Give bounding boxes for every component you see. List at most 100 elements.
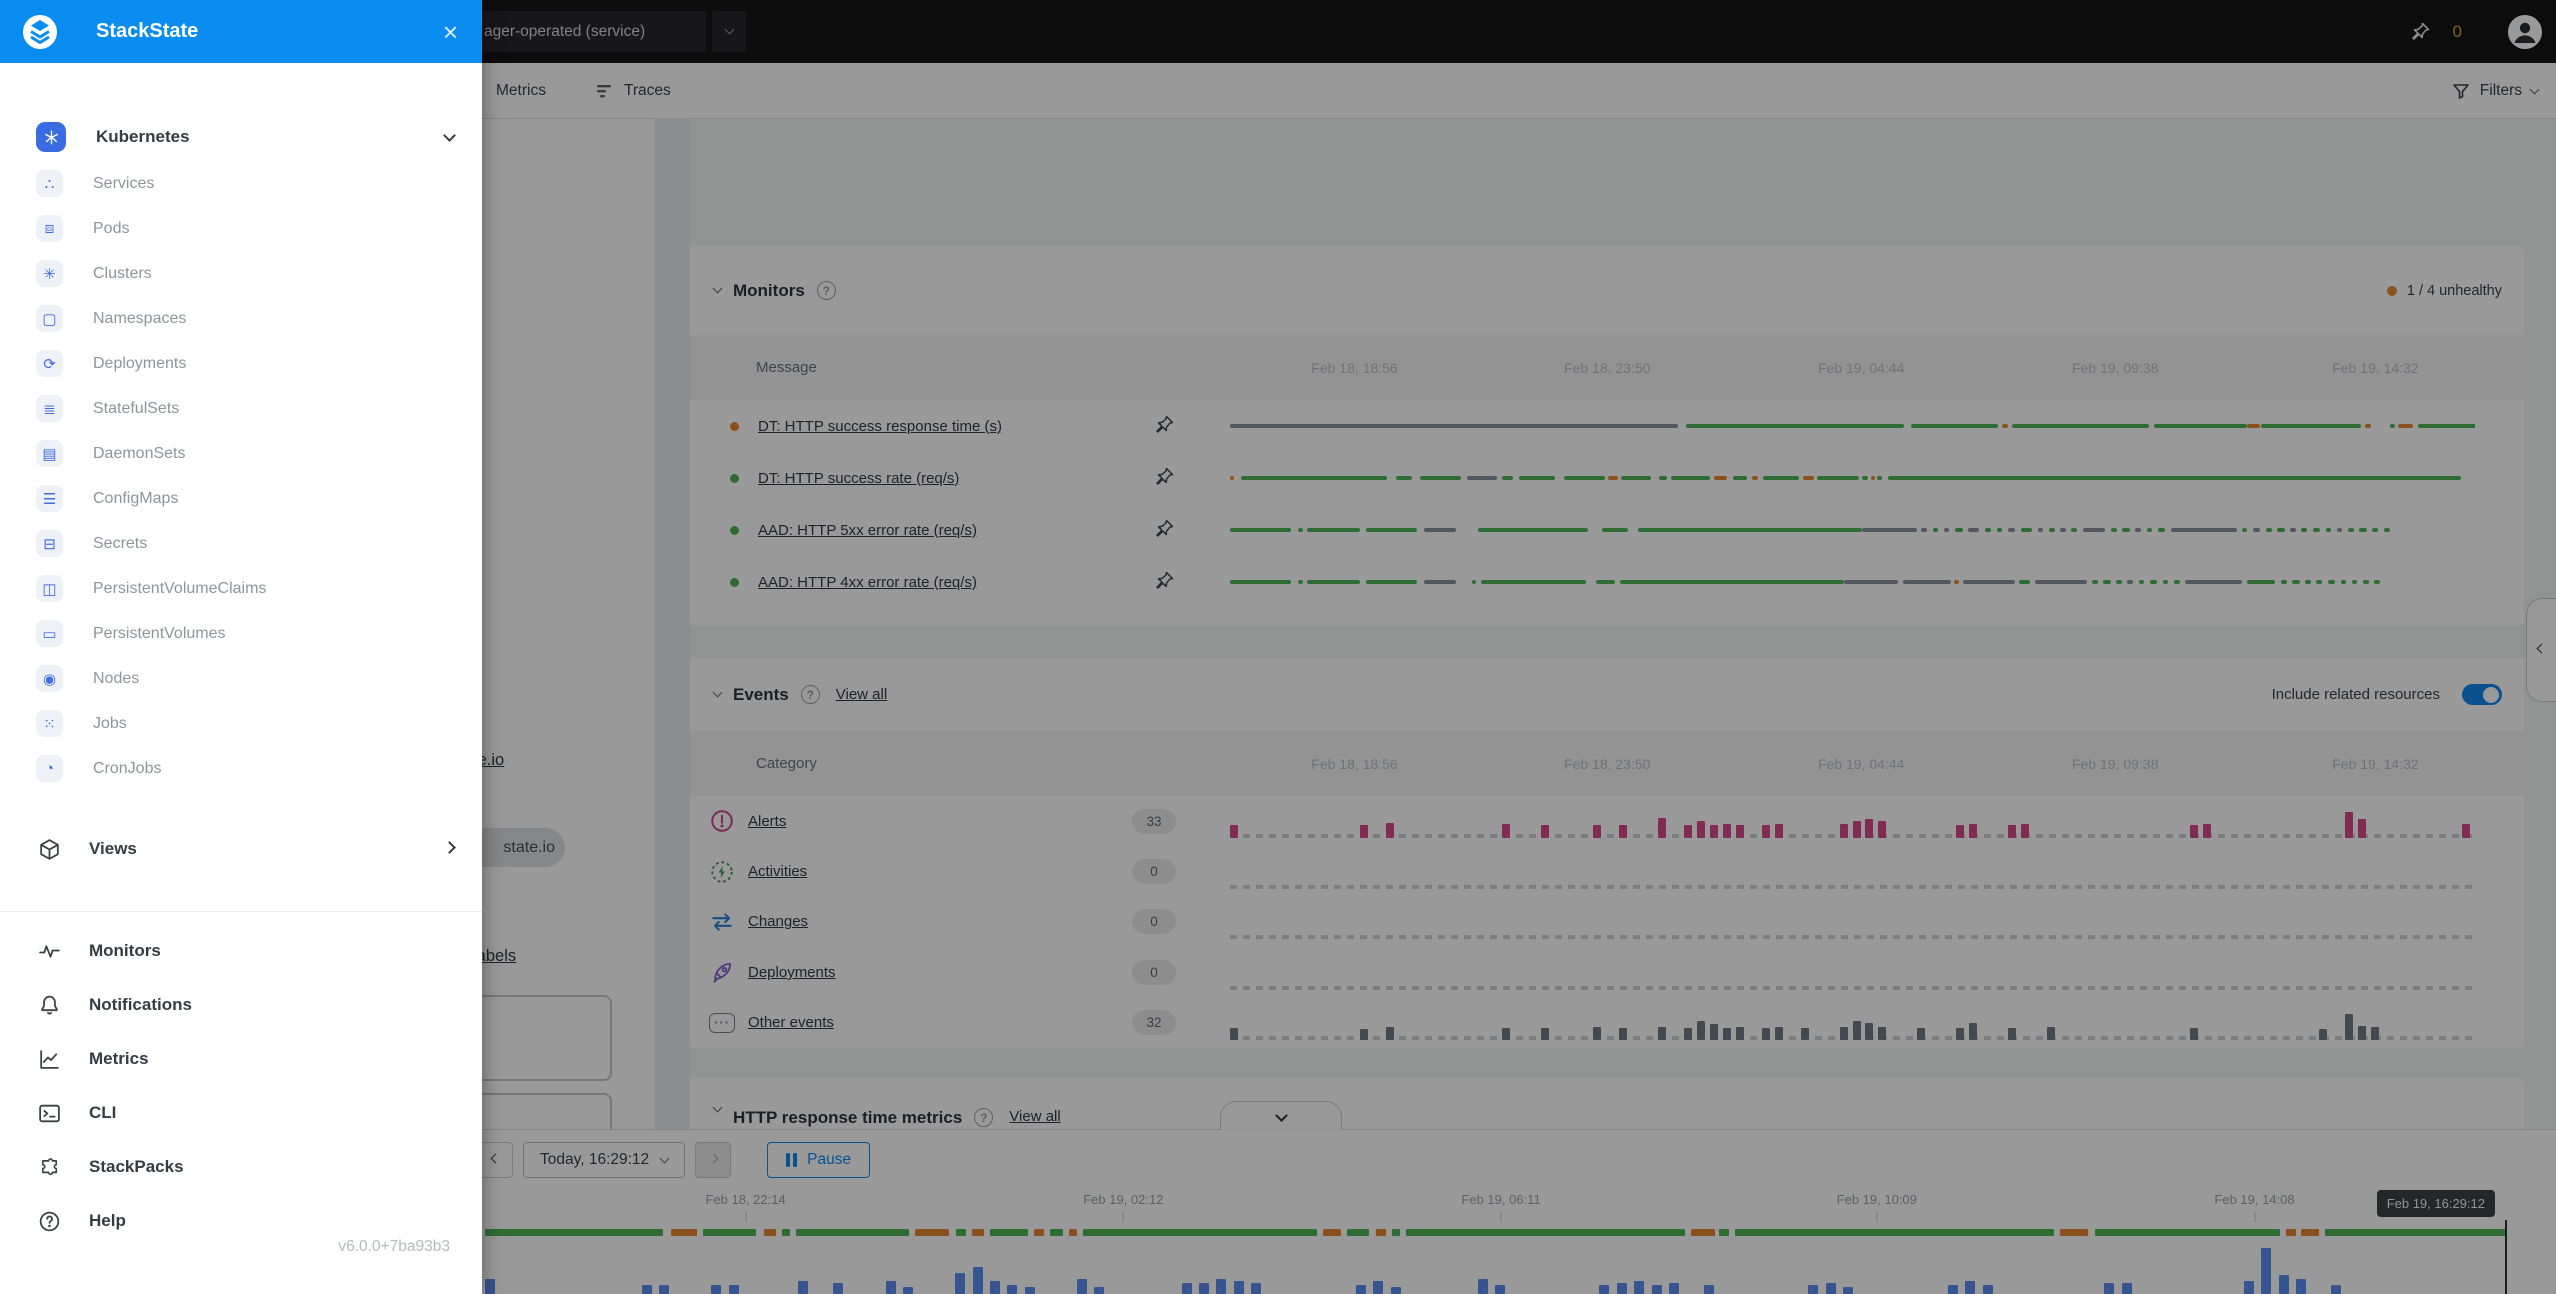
- histogram-bar: [1669, 1283, 1680, 1294]
- event-category-link[interactable]: Other events: [748, 1014, 834, 1032]
- monitor-link[interactable]: AAD: HTTP 5xx error rate (req/s): [758, 521, 977, 539]
- dashed-baseline: [1230, 935, 2475, 940]
- pin-icon[interactable]: [2407, 19, 2433, 45]
- cronjobs-icon: ◔: [36, 755, 63, 782]
- monitor-link[interactable]: DT: HTTP success rate (req/s): [758, 469, 960, 487]
- sidebar-item-secrets[interactable]: ⊟ Secrets: [0, 521, 482, 566]
- timeline-segment: [1419, 476, 1461, 480]
- histogram-bar: [1373, 1281, 1384, 1294]
- event-bar: [1619, 1027, 1628, 1040]
- timeline-segment: [1240, 476, 1388, 480]
- monitor-link[interactable]: AAD: HTTP 4xx error rate (req/s): [758, 573, 977, 591]
- include-related-toggle[interactable]: [2462, 684, 2502, 705]
- help-icon[interactable]: ?: [816, 281, 836, 300]
- tab-traces[interactable]: Traces: [594, 63, 671, 119]
- timeline-segment: [2351, 580, 2358, 584]
- event-category-link[interactable]: Alerts: [748, 812, 787, 830]
- pause-button[interactable]: Pause: [767, 1142, 871, 1178]
- sidebar-item-services[interactable]: ∴ Services: [0, 161, 482, 206]
- timeline-segment: [485, 1228, 663, 1236]
- event-category-link[interactable]: Deployments: [748, 963, 836, 981]
- event-category-link[interactable]: Changes: [748, 913, 809, 931]
- event-bar: [1683, 825, 1692, 839]
- sidebar-item-help[interactable]: Help: [0, 1194, 482, 1248]
- sidebar-item-notifications[interactable]: Notifications: [0, 978, 482, 1032]
- event-category-link[interactable]: Activities: [748, 863, 808, 881]
- metrics-chart-icon: [36, 1046, 62, 1072]
- pin-icon[interactable]: [1152, 517, 1178, 543]
- daemonsets-icon: ▤: [36, 440, 63, 467]
- close-icon[interactable]: ×: [442, 16, 458, 47]
- events-section: Events ? View all Include related resour…: [690, 658, 2524, 1048]
- timeline-segment: [2082, 528, 2105, 532]
- pvc-icon: ◫: [36, 575, 63, 602]
- sidebar-item-pods[interactable]: ⧈ Pods: [0, 206, 482, 251]
- event-bar-chart: [1230, 956, 2475, 990]
- event-bar: [2189, 825, 2198, 839]
- label-box[interactable]: [459, 995, 612, 1081]
- timeline-segment: [2116, 580, 2122, 584]
- sidebar-item-persistentvolumeclaims[interactable]: ◫ PersistentVolumeClaims: [0, 566, 482, 611]
- pin-icon[interactable]: [1152, 465, 1178, 491]
- timeline-segment: [2135, 528, 2141, 532]
- sidebar-item-label: Deployments: [93, 354, 187, 372]
- drawer-header: StackState ×: [0, 0, 482, 63]
- component-selector[interactable]: ager-operated (service): [470, 11, 706, 52]
- sidebar-item-persistentvolumes[interactable]: ▭ PersistentVolumes: [0, 611, 482, 656]
- histogram-bar: [2296, 1279, 2307, 1294]
- sidebar-item-kubernetes[interactable]: Kubernetes: [0, 113, 482, 161]
- tab-metrics[interactable]: Metrics: [496, 63, 546, 119]
- sidebar-item-cli[interactable]: CLI: [0, 1086, 482, 1140]
- monitors-title: Monitors: [733, 280, 805, 300]
- help-icon[interactable]: ?: [800, 685, 820, 704]
- sidebar-item-views[interactable]: Views: [0, 825, 482, 873]
- timeline-collapse-button[interactable]: [1220, 1101, 1342, 1130]
- monitor-link[interactable]: DT: HTTP success response time (s): [758, 417, 1002, 435]
- timeline-track[interactable]: Feb 19, 16:29:12 Feb 18, 22:14 Feb 19, 02…: [485, 1190, 2507, 1294]
- pin-icon[interactable]: [1152, 569, 1178, 595]
- labels-link-fragment[interactable]: labels: [473, 947, 517, 965]
- column-date-label: Feb 18, 18:56: [1311, 755, 1398, 772]
- event-bar: [1956, 825, 1965, 839]
- time-forward-button[interactable]: [695, 1142, 732, 1178]
- sidebar-item-jobs[interactable]: ⁙ Jobs: [0, 701, 482, 746]
- sidebar-item-deployments[interactable]: ⟳ Deployments: [0, 341, 482, 386]
- sidebar-item-configmaps[interactable]: ☰ ConfigMaps: [0, 476, 482, 521]
- timeline-segment: [1862, 476, 1869, 480]
- sidebar-item-statefulsets[interactable]: ≣ StatefulSets: [0, 386, 482, 431]
- events-view-all-link[interactable]: View all: [835, 686, 888, 703]
- filters-button[interactable]: Filters: [2451, 63, 2540, 119]
- sidebar-item-nodes[interactable]: ◉ Nodes: [0, 656, 482, 701]
- event-bar: [1619, 825, 1628, 839]
- timeline-segment: [2290, 528, 2296, 532]
- user-avatar[interactable]: [2508, 14, 2542, 49]
- sidebar-item-metrics[interactable]: Metrics: [0, 1032, 482, 1086]
- histogram-bar: [1233, 1281, 1244, 1294]
- changes-arrows-icon: [708, 908, 736, 936]
- timeline-segment: [1861, 528, 1917, 532]
- tab-metrics-label: Metrics: [496, 82, 546, 99]
- sidebar-item-label: ConfigMaps: [93, 489, 179, 507]
- sidebar-item-cronjobs[interactable]: ◔ CronJobs: [0, 746, 482, 791]
- sidebar-item-clusters[interactable]: ✳ Clusters: [0, 251, 482, 296]
- monitor-status-dot-icon: [730, 577, 739, 587]
- sidebar-item-daemonsets[interactable]: ▤ DaemonSets: [0, 431, 482, 476]
- help-icon[interactable]: ?: [974, 1108, 994, 1127]
- sidebar-item-label: Namespaces: [93, 309, 187, 327]
- time-range-button[interactable]: Today, 16:29:12: [523, 1142, 686, 1178]
- monitor-status-dot-icon: [730, 525, 739, 535]
- time-back-button[interactable]: [477, 1142, 513, 1178]
- sidebar-item-monitors[interactable]: Monitors: [0, 924, 482, 978]
- funnel-icon: [2451, 81, 2471, 101]
- component-selector-caret[interactable]: [712, 11, 746, 52]
- right-panel-expand-handle[interactable]: [2526, 598, 2556, 702]
- histogram-bar: [1007, 1285, 1018, 1294]
- pin-icon[interactable]: [1152, 413, 1178, 439]
- monitor-row: DT: HTTP success response time (s): [690, 400, 2524, 452]
- time-cursor[interactable]: [2505, 1220, 2507, 1294]
- views-cube-icon: [36, 836, 62, 862]
- timeline-segment: [2364, 424, 2371, 428]
- sidebar-item-namespaces[interactable]: ▢ Namespaces: [0, 296, 482, 341]
- sidebar-item-stackpacks[interactable]: StackPacks: [0, 1140, 482, 1194]
- http-metrics-view-all-link[interactable]: View all: [1009, 1108, 1061, 1125]
